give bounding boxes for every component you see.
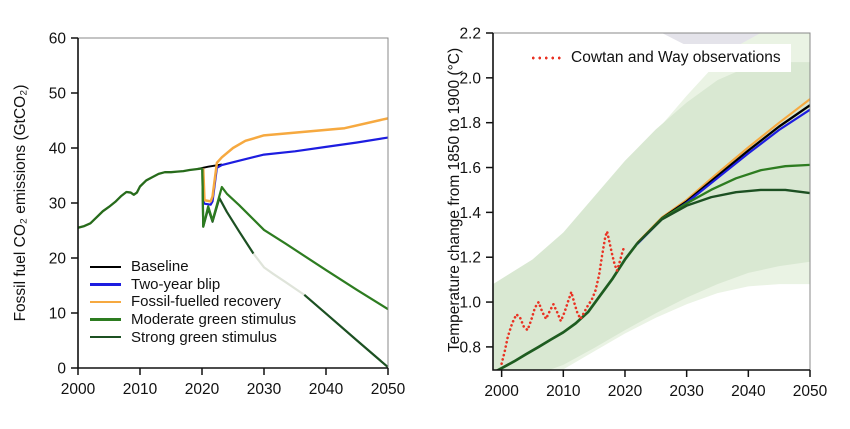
y-tick-label: 20 (49, 251, 67, 268)
temperature-y-axis-title: Temperature change from 1850 to 1900 (°C… (446, 47, 463, 353)
legend-label: Strong green stimulus (131, 328, 277, 346)
legend-item-baseline: Baseline (90, 258, 296, 276)
two-year-blip-line-swatch (90, 283, 121, 286)
historical-emissions (78, 167, 203, 229)
y-tick-label: 1.8 (459, 115, 481, 132)
legend-item-strong-green-stimulus: Strong green stimulus (90, 328, 296, 346)
observations-dotted-swatch (530, 55, 561, 60)
temperature-plot: 2000 2010 2020 2030 2040 2050 0.8 1.0 1.2 1.4 1.6 1… (459, 26, 828, 401)
cowtan-way-observations (500, 230, 626, 366)
uncertainty-band-inner (493, 62, 810, 370)
y-tick-label: 60 (49, 31, 67, 48)
moderate-green-stimulus-line-swatch (90, 318, 121, 321)
axis-lines (492, 33, 810, 371)
legend-label: Fossil-fuelled recovery (131, 293, 282, 311)
y-tick-label: 50 (49, 86, 67, 103)
emissions-y-axis-title: Fossil fuel CO₂ emissions (GtCO₂) (12, 84, 29, 322)
legend-label: Moderate green stimulus (131, 311, 297, 329)
fossil-fuelled-recovery (201, 117, 388, 203)
model-historical-temp (495, 242, 639, 370)
strong-green-stimulus-line-swatch (90, 335, 121, 339)
strong-green-stimulus-faded (252, 252, 305, 296)
x-tick-label: 2050 (371, 381, 406, 398)
legend-item-cowtan-way-observations: Cowtan and Way observations (530, 49, 781, 67)
x-tick-label: 2030 (669, 383, 704, 400)
temperature-legend: Cowtan and Way observations (520, 44, 791, 72)
y-tick-label: 0 (57, 361, 66, 378)
x-tick-label: 2040 (731, 383, 766, 400)
y-tick-label: 1.6 (459, 160, 481, 177)
y-tick-label: 1.4 (459, 205, 481, 222)
x-tick-label: 2050 (793, 383, 828, 400)
x-tick-label: 2000 (484, 383, 519, 400)
strong-green-stimulus-late (303, 294, 388, 368)
y-tick-label: 1.2 (459, 250, 481, 267)
legend-label: Cowtan and Way observations (571, 48, 781, 66)
emissions-legend: Baseline Two-year blip Fossil-fuelled re… (90, 258, 296, 346)
y-tick-label: 2.0 (459, 70, 481, 87)
legend-item-moderate-green-stimulus: Moderate green stimulus (90, 311, 296, 329)
y-tick-label: 40 (49, 141, 67, 158)
legend-item-fossil-fuelled-recovery: Fossil-fuelled recovery (90, 293, 296, 311)
legend-item-two-year-blip: Two-year blip (90, 276, 296, 294)
y-tick-label: 2.2 (459, 26, 481, 43)
moderate-green-stimulus (201, 168, 388, 311)
temperature-chart: 2000 2010 2020 2030 2040 2050 0.8 1.0 1.2 1.4 1.6 1… (425, 0, 850, 429)
legend-label: Two-year blip (131, 275, 221, 293)
y-tick-label: 30 (49, 196, 67, 213)
strong-green-stimulus-temp (636, 188, 810, 245)
x-tick-label: 2010 (546, 383, 581, 400)
x-tick-label: 2000 (61, 381, 96, 398)
y-tick-label: 10 (49, 306, 67, 323)
fossil-fuelled-recovery-line-swatch (90, 300, 121, 304)
y-tick-label: 0.8 (459, 339, 481, 356)
x-tick-label: 2040 (309, 381, 344, 398)
x-tick-label: 2010 (123, 381, 158, 398)
legend-label: Baseline (131, 258, 189, 276)
baseline-line-swatch (90, 265, 121, 269)
x-tick-label: 2030 (247, 381, 282, 398)
y-tick-label: 1.0 (459, 295, 481, 312)
emissions-chart: 2000 2010 2020 2030 2040 2050 0 10 20 30 40 50 60 Fo… (12, 31, 406, 399)
x-tick-label: 2020 (185, 381, 220, 398)
x-tick-label: 2020 (608, 383, 643, 400)
two-year-blip (201, 136, 388, 206)
